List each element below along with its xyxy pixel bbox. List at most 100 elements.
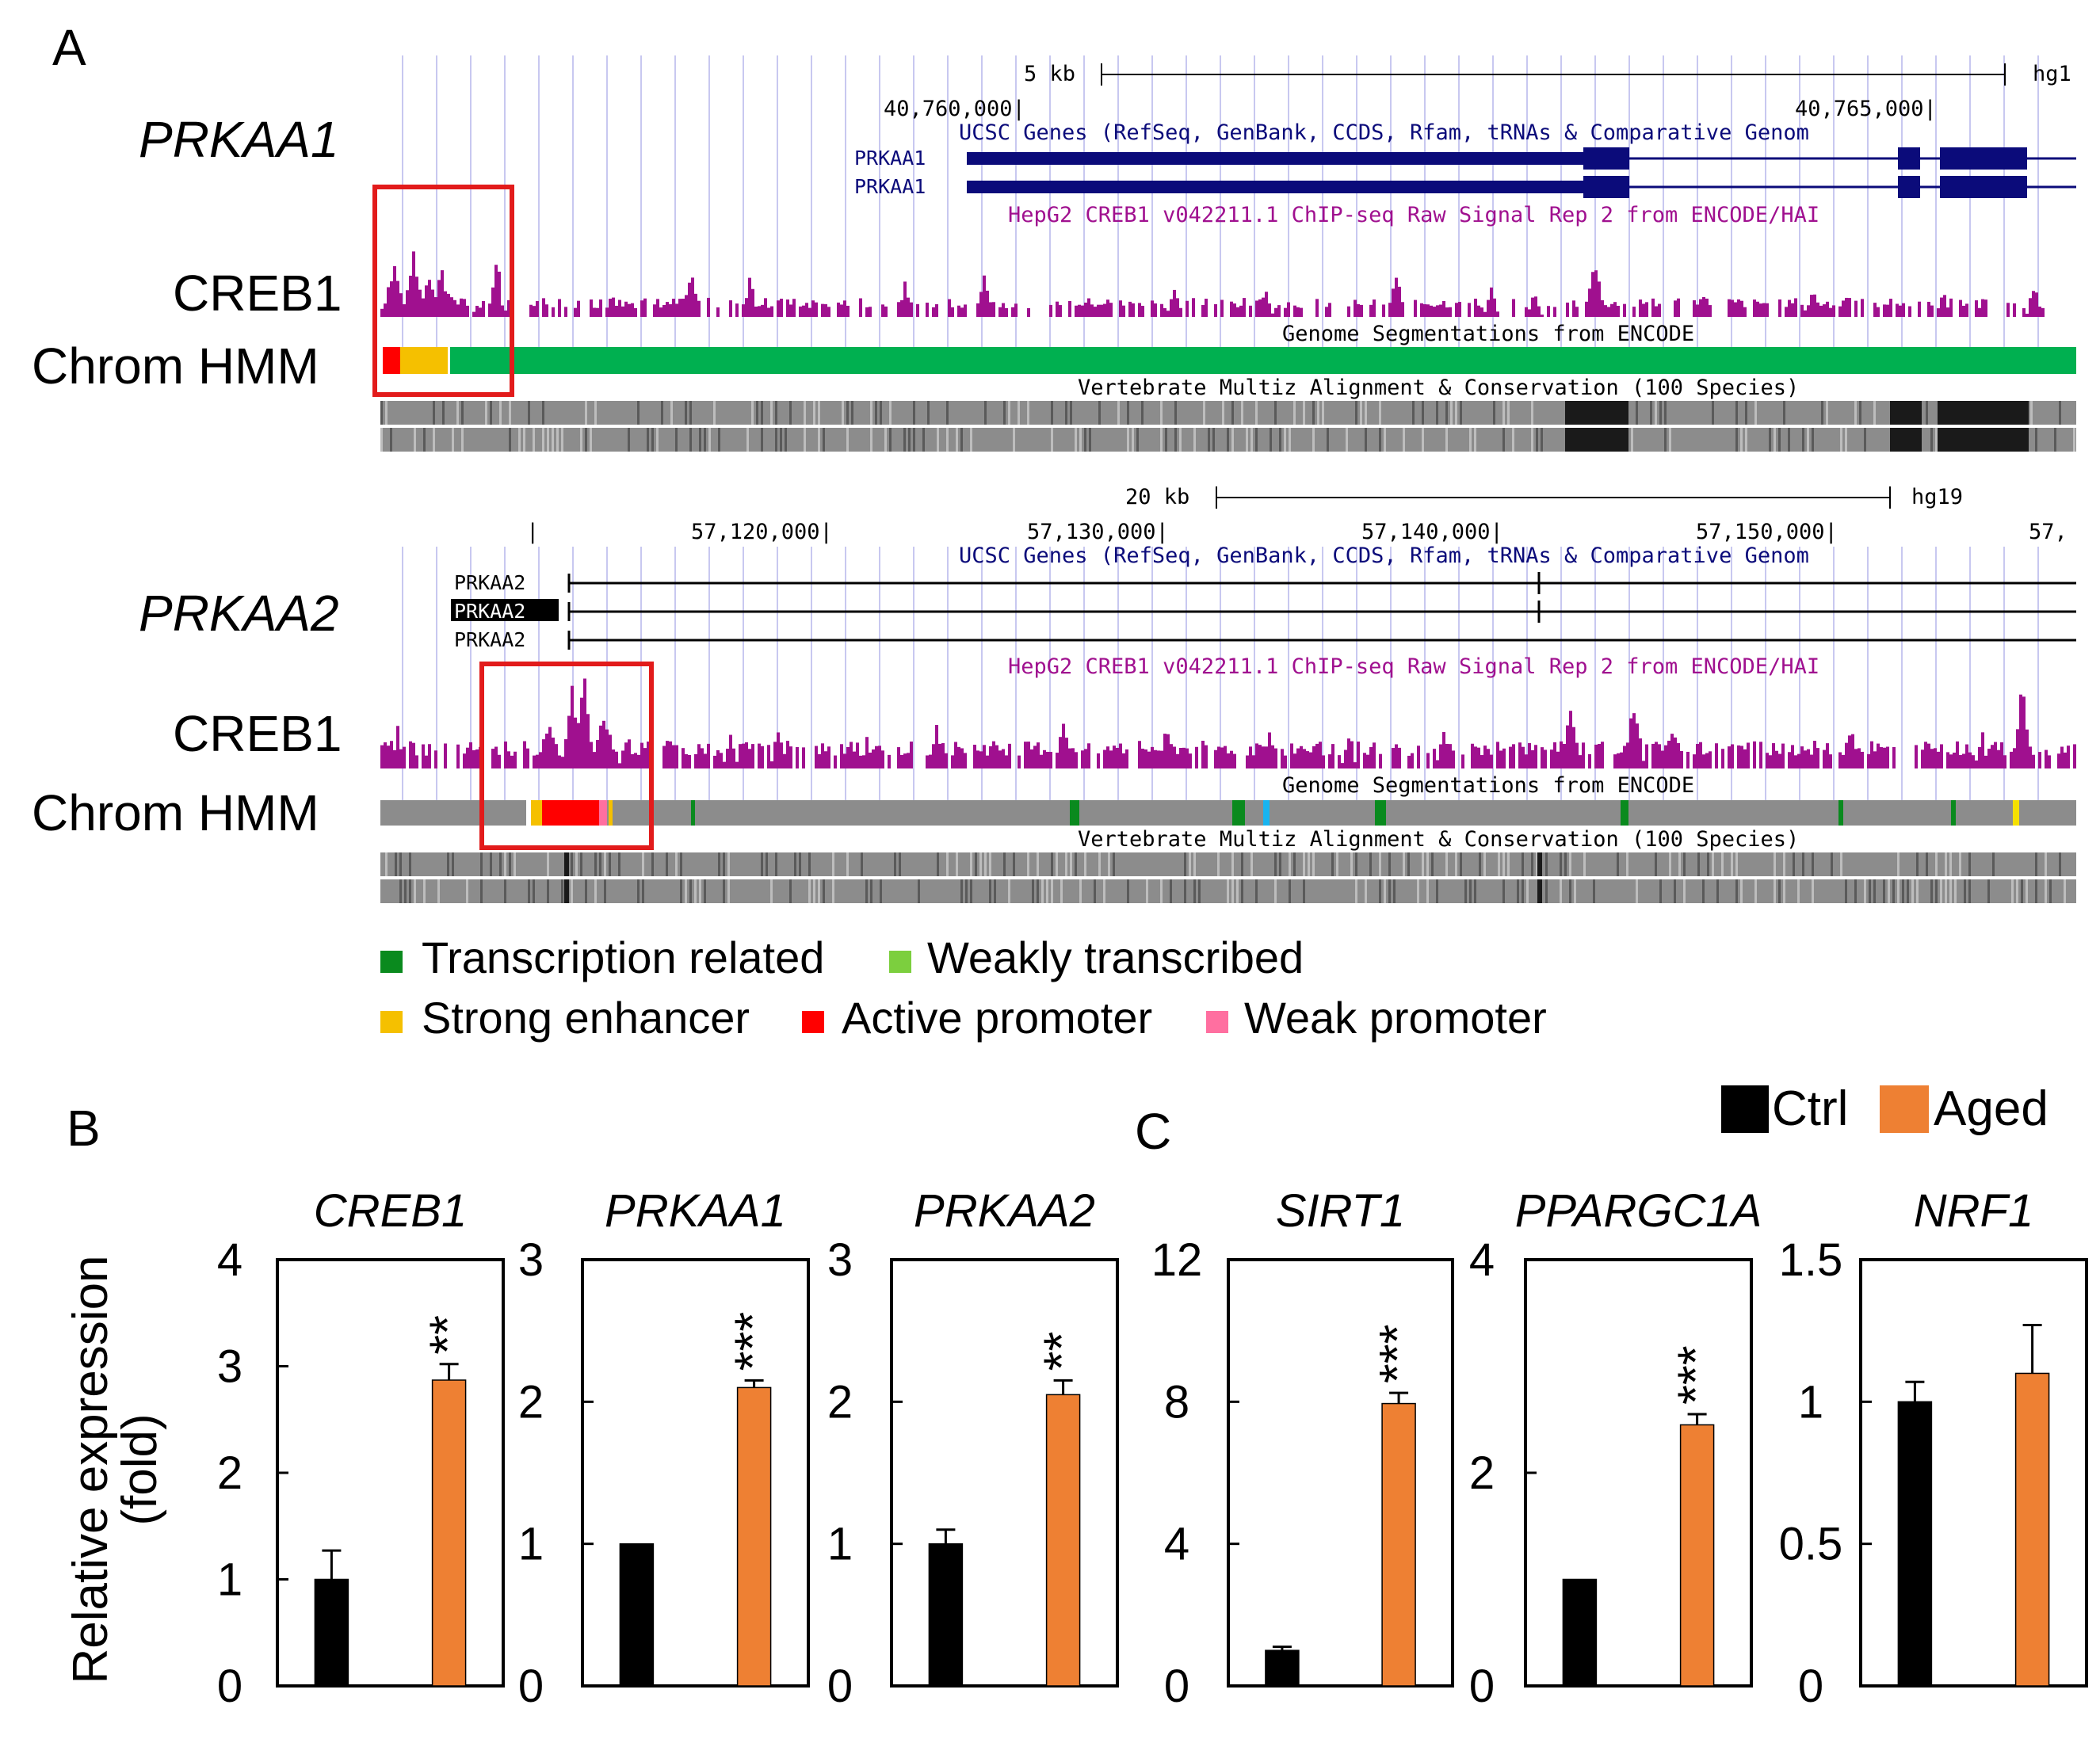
conservation-tick bbox=[1051, 852, 1053, 876]
chip-signal-bar bbox=[1699, 299, 1702, 317]
chart-frame bbox=[1859, 1258, 2088, 1688]
chip-signal-bar bbox=[748, 749, 751, 768]
chip-signal-bar bbox=[1049, 752, 1052, 768]
conservation-tick bbox=[1079, 879, 1082, 903]
chip-signal-bar bbox=[1940, 297, 1943, 317]
chip-signal-bar bbox=[640, 300, 643, 317]
chip-signal-bar bbox=[1490, 754, 1493, 768]
chip-signal-bar bbox=[1946, 307, 1949, 317]
chip-signal-bar bbox=[951, 307, 954, 317]
conservation-tick bbox=[1412, 401, 1415, 425]
chip-signal-bar bbox=[1125, 749, 1128, 768]
chip-signal-bar bbox=[1411, 753, 1414, 768]
chip-signal-bar bbox=[605, 729, 609, 768]
chip-signal-bar bbox=[494, 746, 498, 768]
chip-signal-bar bbox=[1921, 749, 1924, 768]
conservation-tick bbox=[1721, 852, 1724, 876]
chip-signal-bar bbox=[796, 747, 799, 768]
chip-signal-bar bbox=[1743, 307, 1747, 317]
conservation-tick bbox=[1051, 879, 1053, 903]
chip-signal-bar bbox=[1186, 300, 1189, 317]
chip-signal-bar bbox=[634, 753, 637, 768]
conservation-tick bbox=[746, 428, 749, 452]
conservation-tick bbox=[699, 879, 701, 903]
chip-signal-bar bbox=[1322, 755, 1325, 768]
chip-signal-bar bbox=[1097, 304, 1100, 317]
chip-signal-bar bbox=[399, 749, 403, 768]
chip-signal-bar bbox=[1420, 303, 1423, 317]
legend-aged: Aged bbox=[1934, 1081, 2048, 1136]
chip-signal-bar bbox=[1106, 746, 1109, 768]
chip-signal-bar bbox=[1483, 746, 1487, 768]
chip-signal-bar bbox=[1290, 743, 1293, 768]
chip-signal-bar bbox=[1556, 751, 1560, 768]
conservation-tick bbox=[937, 852, 939, 876]
chip-signal-bar bbox=[415, 276, 418, 317]
conservation-tick bbox=[1469, 428, 1472, 452]
chart-frame bbox=[1524, 1258, 1753, 1688]
conservation-tick bbox=[514, 852, 516, 876]
chip-signal-bar bbox=[1674, 737, 1677, 768]
conservation-tick bbox=[1735, 428, 1738, 452]
chip-signal-bar bbox=[593, 307, 596, 317]
legend-ctrl: Ctrl bbox=[1772, 1081, 1848, 1136]
chip-signal-bar bbox=[412, 742, 415, 768]
transcript-label-prkaa2-2: PRKAA2 bbox=[454, 600, 525, 623]
conservation-tick bbox=[761, 852, 763, 876]
conservation-tick bbox=[903, 428, 906, 452]
chip-signal-bar bbox=[514, 751, 517, 768]
chip-signal-bar bbox=[2057, 753, 2060, 768]
conservation-tick bbox=[689, 879, 692, 903]
chip-signal-bar bbox=[590, 299, 593, 317]
conservation-tick bbox=[1369, 852, 1372, 876]
chip-signal-bar bbox=[1433, 307, 1436, 317]
conservation-block bbox=[564, 879, 569, 903]
chip-signal-bar bbox=[1848, 298, 1851, 317]
conservation-block bbox=[1565, 401, 1628, 425]
conservation-tick bbox=[1783, 879, 1785, 903]
chip-signal-bar bbox=[1477, 305, 1480, 317]
conservation-tick bbox=[1735, 401, 1738, 425]
chip-signal-bar bbox=[1458, 302, 1461, 317]
conservation-tick bbox=[1935, 428, 1938, 452]
conservation-tick bbox=[1450, 401, 1453, 425]
chip-signal-bar bbox=[1186, 748, 1189, 768]
chip-signal-bar bbox=[1709, 751, 1712, 768]
chip-signal-bar bbox=[1056, 753, 1059, 768]
chip-signal-bar bbox=[951, 755, 954, 768]
chip-signal-bar bbox=[1106, 299, 1109, 317]
conservation-tick bbox=[1778, 428, 1781, 452]
chip-signal-bar bbox=[624, 742, 628, 768]
conservation-tick bbox=[1560, 852, 1562, 876]
conservation-tick bbox=[870, 879, 872, 903]
chip-signal-bar bbox=[872, 749, 875, 768]
chip-signal-bar bbox=[1277, 305, 1281, 317]
chip-signal-bar bbox=[1908, 306, 1911, 317]
conservation-tick bbox=[1783, 852, 1785, 876]
conservation-tick bbox=[794, 852, 796, 876]
conservation-tick bbox=[395, 852, 397, 876]
chip-signal-bar bbox=[1366, 754, 1369, 768]
conservation-tick bbox=[1707, 852, 1709, 876]
chip-signal-bar bbox=[1392, 748, 1395, 768]
chip-signal-bar bbox=[1693, 754, 1696, 768]
conservation-tick bbox=[1826, 401, 1828, 425]
chip-signal-bar bbox=[1265, 746, 1268, 768]
chip-signal-bar bbox=[1255, 300, 1258, 317]
chip-signal-bar bbox=[843, 753, 846, 768]
chip-signal-bar bbox=[1813, 294, 1816, 317]
conservation-tick bbox=[585, 401, 587, 425]
chip-signal-bar bbox=[2045, 749, 2048, 768]
chip-signal-bar bbox=[910, 302, 913, 317]
chip-signal-bar bbox=[932, 307, 935, 317]
conservation-tick bbox=[604, 852, 606, 876]
chip-signal-bar bbox=[1268, 303, 1271, 317]
chip-signal-bar bbox=[526, 748, 529, 768]
chip-signal-bar bbox=[1661, 750, 1664, 768]
conservation-tick bbox=[913, 401, 915, 425]
conservation-tick bbox=[1108, 852, 1110, 876]
chip-signal-bar bbox=[998, 750, 1002, 768]
chip-signal-bar bbox=[954, 742, 957, 768]
chip-signal-bar bbox=[983, 275, 986, 317]
chip-signal-bar bbox=[1084, 302, 1087, 317]
